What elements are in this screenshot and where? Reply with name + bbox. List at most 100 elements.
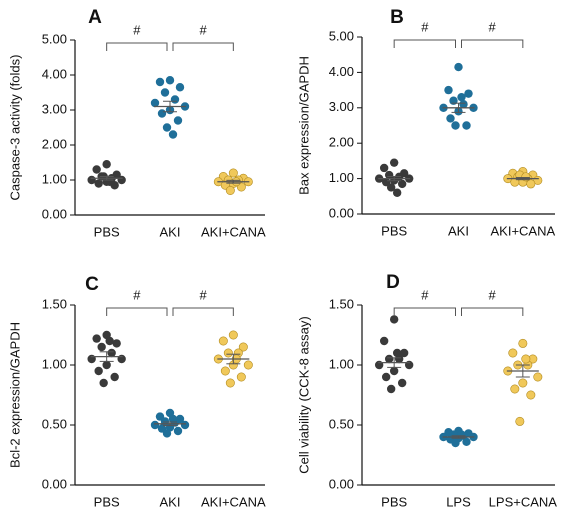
data-point xyxy=(223,348,233,358)
data-point xyxy=(102,160,111,169)
data-point xyxy=(462,437,471,446)
data-point xyxy=(389,366,399,376)
y-tick-label: 0.00 xyxy=(42,476,67,491)
data-point xyxy=(389,315,399,324)
data-point xyxy=(399,348,409,358)
data-point xyxy=(110,372,119,382)
data-point xyxy=(162,429,172,438)
data-point xyxy=(168,130,178,139)
data-point xyxy=(168,414,178,424)
data-point xyxy=(392,188,402,197)
y-axis-label: Bcl-2 expression/GAPDH xyxy=(7,322,22,468)
data-point xyxy=(173,426,183,436)
data-point xyxy=(112,339,121,348)
data-point xyxy=(238,342,248,352)
data-point xyxy=(464,89,473,98)
y-tick-label: 2.00 xyxy=(42,136,67,151)
x-tick-label: AKI+CANA xyxy=(201,224,266,239)
data-point xyxy=(170,95,180,104)
y-tick-label: 1.00 xyxy=(329,170,354,185)
significance-bracket xyxy=(393,307,456,316)
data-point xyxy=(180,420,190,430)
data-point xyxy=(220,366,230,376)
data-point xyxy=(379,336,389,346)
x-tick-label: AKI xyxy=(448,223,469,238)
data-point xyxy=(173,116,183,125)
data-point xyxy=(155,77,165,87)
significance-label: # xyxy=(489,19,497,34)
data-point xyxy=(397,378,407,388)
data-point xyxy=(379,163,389,173)
data-point xyxy=(150,420,160,430)
data-point xyxy=(510,384,520,394)
data-point xyxy=(392,348,402,358)
y-tick-label: 0.00 xyxy=(42,206,67,221)
data-point xyxy=(508,348,518,358)
y-tick-label: 4.00 xyxy=(329,64,354,79)
x-tick-label: PBS xyxy=(94,224,120,239)
x-tick-label: AKI+CANA xyxy=(490,223,555,238)
data-point xyxy=(92,165,101,174)
y-tick-label: 1.00 xyxy=(42,171,67,186)
y-axis-label: Cell viability (CCK-8 assay) xyxy=(296,316,311,473)
significance-bracket xyxy=(106,307,168,316)
y-tick-label: 1.50 xyxy=(329,296,354,311)
significance-label: # xyxy=(133,22,141,37)
data-point xyxy=(457,92,466,102)
data-point xyxy=(521,354,531,364)
data-point xyxy=(236,372,246,382)
data-point xyxy=(518,338,528,348)
data-point xyxy=(243,360,253,370)
y-tick-label: 2.00 xyxy=(329,135,354,150)
y-tick-label: 0.00 xyxy=(329,205,354,220)
panel-label: C xyxy=(85,274,99,295)
x-tick-label: PBS xyxy=(381,223,407,238)
y-tick-label: 5.00 xyxy=(42,31,67,46)
data-point xyxy=(175,83,185,92)
data-point xyxy=(94,179,103,188)
y-tick-label: 1.00 xyxy=(329,356,354,371)
data-point xyxy=(150,98,160,108)
x-tick-label: PBS xyxy=(94,494,120,509)
x-tick-label: PBS xyxy=(381,494,407,509)
data-point xyxy=(386,183,396,192)
x-tick-label: LPS xyxy=(446,494,471,509)
y-tick-label: 1.50 xyxy=(42,296,67,311)
panel-label: D xyxy=(386,272,400,293)
data-point xyxy=(105,336,114,346)
significance-bracket xyxy=(172,42,234,51)
data-point xyxy=(526,179,536,189)
y-axis-label: Bax expression/GAPDH xyxy=(296,56,311,195)
y-tick-label: 1.00 xyxy=(42,356,67,371)
data-point xyxy=(92,334,101,343)
x-tick-label: AKI+CANA xyxy=(201,494,266,509)
data-point xyxy=(225,378,235,388)
data-point xyxy=(94,366,103,376)
y-tick-label: 4.00 xyxy=(42,66,67,81)
significance-label: # xyxy=(421,287,429,302)
significance-bracket xyxy=(106,42,168,51)
data-point xyxy=(384,354,394,364)
data-point xyxy=(518,378,528,388)
data-point xyxy=(451,438,460,448)
data-point xyxy=(99,378,108,388)
data-point xyxy=(97,342,106,352)
data-point xyxy=(381,372,391,382)
x-tick-label: LPS+CANA xyxy=(489,494,558,509)
significance-label: # xyxy=(489,287,497,302)
data-point xyxy=(162,123,172,132)
y-tick-label: 3.00 xyxy=(42,101,67,116)
data-point xyxy=(160,88,170,97)
data-point xyxy=(218,336,228,346)
data-point xyxy=(117,175,126,185)
data-point xyxy=(386,384,396,394)
significance-label: # xyxy=(200,22,208,37)
y-tick-label: 0.50 xyxy=(329,416,354,431)
data-point xyxy=(107,348,116,358)
data-point xyxy=(389,158,399,167)
significance-bracket xyxy=(461,39,524,48)
y-tick-label: 0.50 xyxy=(42,416,67,431)
data-point xyxy=(157,109,167,118)
data-point xyxy=(526,390,536,400)
